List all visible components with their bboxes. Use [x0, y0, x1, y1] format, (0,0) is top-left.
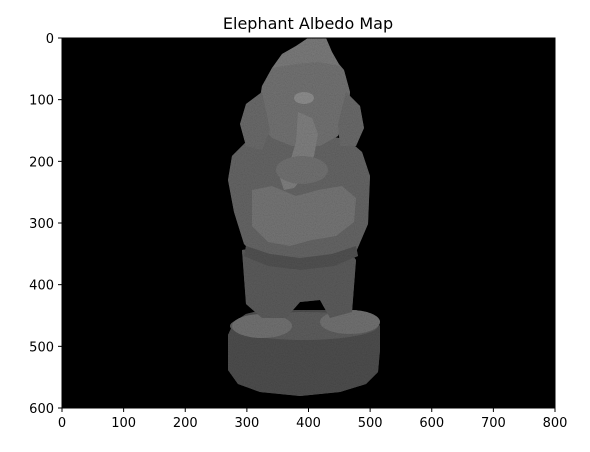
x-tick-label: 800 [543, 416, 568, 431]
x-tick-label: 500 [358, 416, 383, 431]
image-axes: 0 100 200 300 400 500 600 700 800 0 100 200 300 400 5… [29, 32, 567, 431]
x-tick-label: 300 [234, 416, 259, 431]
x-axis: 0 100 200 300 400 500 600 700 800 [58, 408, 568, 431]
x-tick-label: 0 [58, 416, 66, 431]
y-tick-label: 0 [46, 32, 54, 47]
statue-right-ear [338, 92, 364, 146]
y-tick-label: 100 [29, 94, 54, 109]
x-tick-label: 100 [111, 416, 136, 431]
y-tick-label: 300 [29, 217, 54, 232]
statue-image [228, 38, 380, 396]
y-axis: 0 100 200 300 400 500 600 [29, 32, 62, 417]
statue-chest-highlight [276, 156, 328, 184]
x-tick-label: 400 [296, 416, 321, 431]
statue-left-ear [240, 92, 270, 150]
x-tick-label: 700 [481, 416, 506, 431]
statue-eye-highlight [294, 92, 314, 104]
y-tick-label: 400 [29, 279, 54, 294]
y-tick-label: 600 [29, 402, 54, 417]
statue-left-foot [232, 314, 292, 338]
x-tick-label: 600 [419, 416, 444, 431]
statue-crown [272, 38, 340, 68]
statue-sash [244, 246, 358, 270]
statue-arms [252, 186, 356, 246]
y-tick-label: 200 [29, 155, 54, 170]
x-tick-label: 200 [173, 416, 198, 431]
figure-title: Elephant Albedo Map [223, 14, 393, 33]
y-tick-label: 500 [29, 340, 54, 355]
